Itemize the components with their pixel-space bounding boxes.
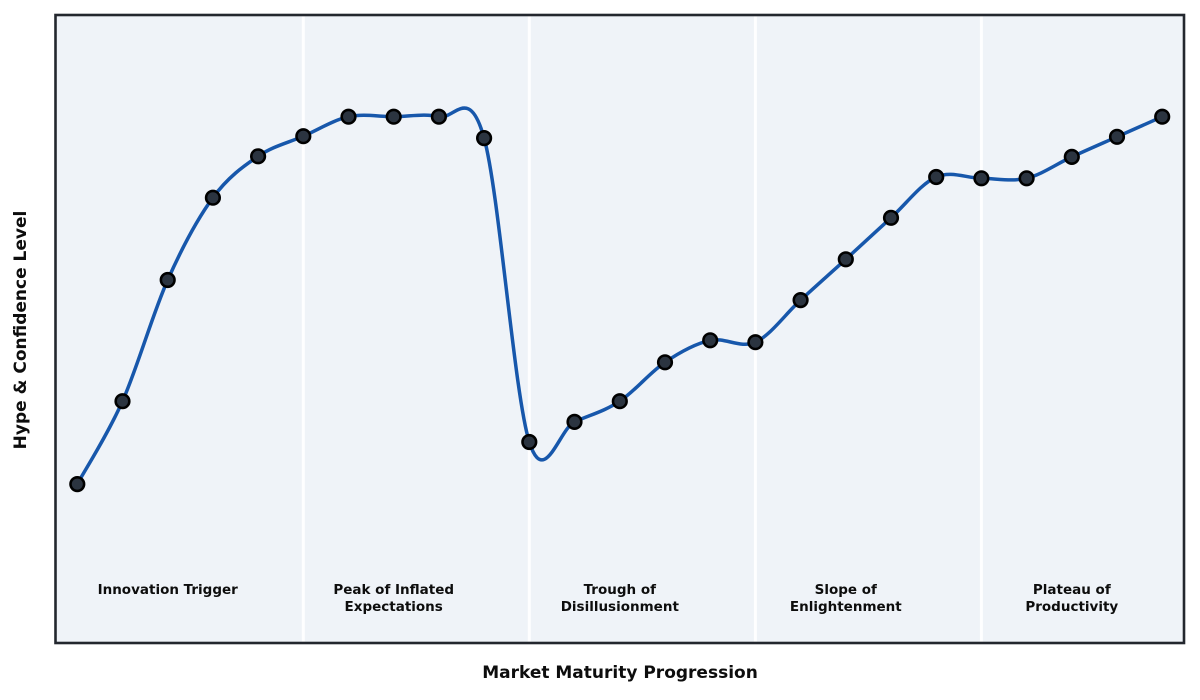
phase-label-line: Innovation Trigger [97,582,238,598]
data-point [973,170,990,187]
phase-label-line: Trough of [583,582,656,598]
data-point [521,433,538,451]
phase-label-line: Productivity [1025,598,1119,615]
phase-label-peak-of-inflated-expectations: Peak of Inflated Expectations [333,582,454,615]
data-point [340,108,357,125]
data-point [1018,170,1035,187]
data-point [204,189,221,206]
data-point [882,209,900,226]
x-axis-label: Market Maturity Progression [482,663,758,683]
data-point [1108,128,1126,145]
data-point [250,148,267,165]
plot-border [54,13,1186,645]
data-point [69,476,86,493]
data-point [430,108,448,125]
phase-label-line: Plateau of [1032,582,1111,598]
phase-label-line: Slope of [814,582,877,598]
data-point [566,413,583,431]
plot-background [55,15,1184,643]
data-point [702,332,719,349]
phase-separator [527,16,531,642]
data-point [385,108,402,125]
data-point [114,393,131,410]
data-point [928,168,945,186]
phase-label-innovation-trigger: Innovation Trigger [98,582,238,599]
phase-label-line: Expectations [344,598,443,615]
data-point [837,251,854,268]
phase-label-line: Enlightenment [789,598,902,615]
data-point [656,354,674,371]
y-axis-label: Hype & Confidence Level [11,210,31,450]
data-point [295,128,312,145]
phase-separator-lines [301,16,983,642]
phase-label-trough-of-disillusionment: Trough of Disillusionment [561,582,679,615]
phase-label-line: Peak of Inflated [333,582,455,598]
phase-separator [979,16,983,642]
phase-label-line: Disillusionment [560,598,679,615]
phase-separator [301,16,305,642]
data-point [792,292,809,309]
data-point [159,271,176,289]
data-point [611,393,628,410]
phase-label-plateau-of-productivity: Plateau of Productivity [1025,582,1118,615]
data-point [747,334,764,351]
data-point [1063,148,1080,165]
phase-separator [753,16,757,642]
data-point [476,130,493,147]
data-point-markers [69,108,1171,493]
data-point [1154,108,1171,125]
phase-label-slope-of-enlightenment: Slope of Enlightenment [790,582,902,615]
